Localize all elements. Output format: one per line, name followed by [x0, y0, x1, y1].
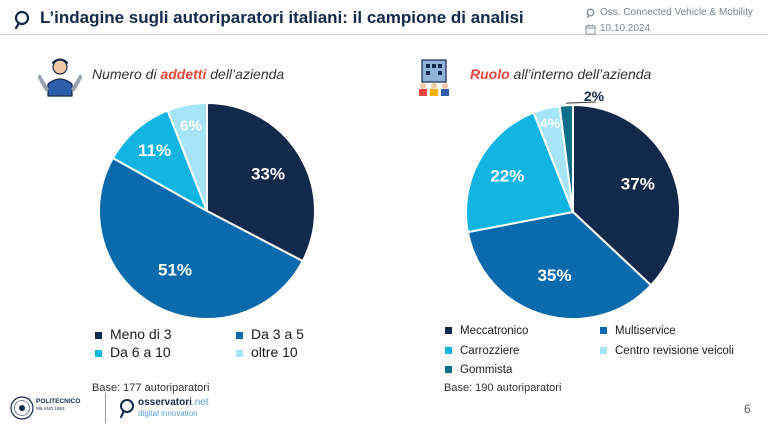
chart-title-suffix: dell’azienda — [206, 66, 285, 82]
legend-swatch — [236, 331, 243, 339]
observatory-subtitle: digital innovation — [138, 409, 198, 418]
university-name: POLITECNICO — [36, 398, 81, 405]
legend-swatch — [236, 349, 243, 357]
data-label-gommista: 2% — [584, 88, 605, 104]
pie-slice-meccatronico — [572, 103, 681, 287]
company-building-icon — [419, 59, 449, 96]
observatory-name-tld: .net — [191, 397, 209, 408]
observatory-name-main: osservatori — [138, 397, 192, 408]
pie-slice-centro-revisione-veicoli — [532, 104, 574, 213]
chart-title-highlight: Ruolo — [470, 66, 510, 82]
legend-label: Centro revisione veicoli — [615, 345, 734, 357]
pie-slice-da-6-a-10 — [111, 109, 209, 214]
legend-label: oltre 10 — [251, 344, 298, 360]
chart-title-suffix: all’interno dell’azienda — [509, 66, 652, 82]
data-label-carrozziere: 22% — [490, 166, 524, 185]
date-label: 10.10.2024 — [600, 23, 651, 34]
legend-label: Multiservice — [615, 325, 676, 337]
page-title: L’indagine sugli autoriparatori italiani… — [40, 8, 524, 27]
polimi-seal-icon — [10, 396, 34, 420]
pie-slice-carrozziere — [465, 111, 575, 234]
legend-swatch — [95, 349, 102, 357]
magnifier-icon — [586, 8, 595, 19]
source-label: Oss. Connected Vehicle & Mobility — [600, 7, 753, 18]
header-divider — [0, 34, 768, 35]
chart-title-highlight: addetti — [160, 66, 207, 82]
chart-title-addetti: Numero di addetti dell’azienda — [92, 66, 284, 82]
legend-label: Da 3 a 5 — [251, 326, 304, 342]
observatory-logo-icon — [120, 399, 134, 418]
legend-item-multiservice: Multiservice — [600, 325, 676, 337]
observatory-name: osservatori.net — [138, 397, 209, 408]
data-label-multiservice: 35% — [537, 266, 571, 285]
legend-item-carrozziere: Carrozziere — [445, 345, 519, 357]
legend-item-da-6-a-10: Da 6 a 10 — [95, 344, 171, 360]
legend-label: Meccatronico — [460, 325, 529, 337]
magnifier-icon — [14, 10, 30, 30]
base-note: Base: 177 autoriparatori — [92, 382, 210, 394]
university-subtitle: MILANO 1863 — [36, 406, 65, 411]
pie-slice-multiservice — [466, 210, 653, 320]
chart-title-prefix: Numero di — [92, 66, 161, 82]
legend-item-gommista: Gommista — [445, 364, 512, 376]
legend-item-meccatronico: Meccatronico — [445, 325, 528, 337]
legend-swatch — [445, 366, 452, 374]
legend-label: Meno di 3 — [110, 326, 172, 342]
pie-slice-gommista — [558, 103, 574, 213]
data-label-da-6-a-10: 11% — [138, 141, 171, 160]
legend-swatch — [445, 327, 452, 335]
legend-label: Carrozziere — [460, 345, 520, 357]
data-label-meno-di-3: 33% — [251, 165, 285, 184]
legend-item-oltre-10: oltre 10 — [236, 344, 298, 360]
legend-item-da-3-a-5: Da 3 a 5 — [236, 326, 304, 342]
pie-slice-meno-di-3 — [206, 101, 316, 263]
data-label-meccatronico: 37% — [621, 174, 655, 193]
page-number: 6 — [744, 402, 751, 416]
legend-swatch — [95, 331, 102, 339]
legend-swatch — [600, 347, 607, 355]
data-label-oltre-10: 6% — [180, 118, 202, 135]
calendar-icon — [585, 24, 596, 35]
pie-slice-oltre-10 — [166, 101, 208, 212]
footer-divider — [105, 393, 106, 423]
data-label-da-3-a-5: 51% — [158, 260, 192, 279]
base-note: Base: 190 autoriparatori — [444, 382, 562, 394]
legend-item-centro-revisione-veicoli: Centro revisione veicoli — [600, 345, 734, 357]
leader-line-gommista — [566, 101, 597, 104]
pie-slice-da-3-a-5 — [98, 156, 305, 320]
legend-label: Gommista — [460, 364, 513, 376]
chart-title-ruolo: Ruolo all’interno dell’azienda — [470, 66, 651, 82]
legend-swatch — [445, 347, 452, 355]
legend-swatch — [600, 327, 607, 335]
legend-label: Da 6 a 10 — [110, 344, 171, 360]
mechanic-icon — [38, 58, 82, 97]
data-label-centro-revisione-veicoli: 4% — [540, 115, 561, 131]
legend-item-meno-di-3: Meno di 3 — [95, 326, 171, 342]
